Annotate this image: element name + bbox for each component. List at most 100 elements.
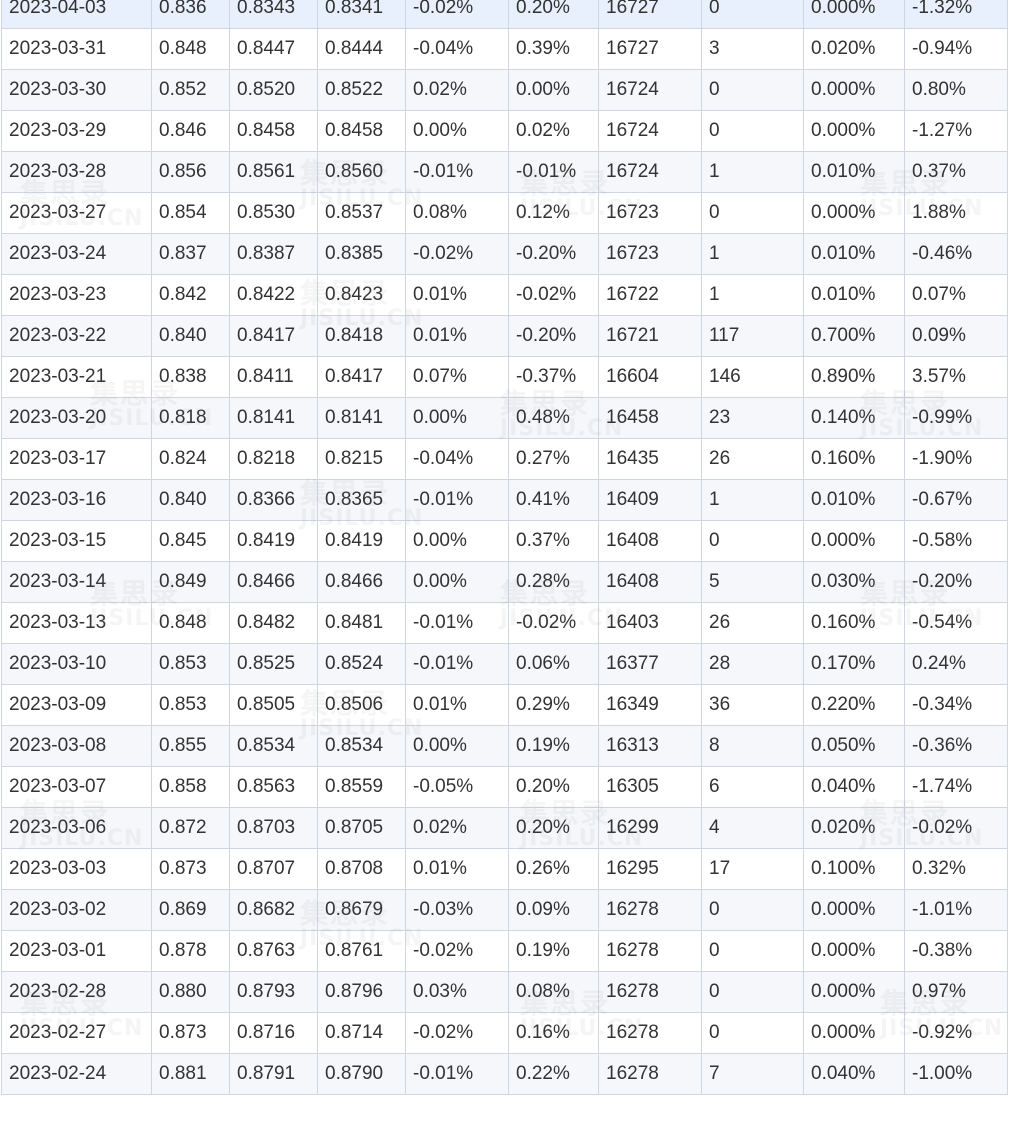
cell-index-change: -0.54%: [904, 602, 1008, 644]
table-row[interactable]: 2023-03-29 0.846 0.8458 0.8458 0.00% 0.02% 167…: [1, 110, 1008, 152]
cell-estimate: 0.8537: [317, 192, 406, 234]
cell-increase-rt: -0.20%: [508, 233, 599, 275]
cell-shares-change-pct: 0.000%: [803, 930, 905, 972]
cell-nav: 0.8417: [229, 315, 318, 357]
table-row[interactable]: 2023-02-27 0.873 0.8716 0.8714 -0.02% 0.16% 16…: [1, 1012, 1008, 1054]
cell-shares: 16278: [598, 930, 702, 972]
cell-estimate: 0.8679: [317, 889, 406, 931]
cell-premium: -0.01%: [405, 479, 509, 521]
cell-increase-rt: 0.06%: [508, 643, 599, 685]
cell-shares-change: 28: [701, 643, 804, 685]
cell-increase-rt: -0.01%: [508, 151, 599, 193]
cell-increase-rt: 0.20%: [508, 766, 599, 808]
cell-premium: -0.04%: [405, 438, 509, 480]
table-row[interactable]: 2023-03-30 0.852 0.8520 0.8522 0.02% 0.00% 167…: [1, 69, 1008, 111]
table-row[interactable]: 2023-02-24 0.881 0.8791 0.8790 -0.01% 0.22% 16…: [1, 1053, 1008, 1095]
table-row[interactable]: 2023-03-10 0.853 0.8525 0.8524 -0.01% 0.06% 16…: [1, 643, 1008, 685]
cell-estimate: 0.8559: [317, 766, 406, 808]
cell-shares-change-pct: 0.010%: [803, 274, 905, 316]
table-row[interactable]: 2023-04-03 0.836 0.8343 0.8341 -0.02% 0.20% 16…: [1, 0, 1008, 29]
cell-shares-change: 0: [701, 971, 804, 1013]
table-row[interactable]: 2023-03-21 0.838 0.8411 0.8417 0.07% -0.37% 16…: [1, 356, 1008, 398]
cell-nav: 0.8563: [229, 766, 318, 808]
table-row[interactable]: 2023-03-09 0.853 0.8505 0.8506 0.01% 0.29% 163…: [1, 684, 1008, 726]
cell-index-change: -1.32%: [904, 0, 1008, 29]
cell-estimate: 0.8708: [317, 848, 406, 890]
cell-nav: 0.8422: [229, 274, 318, 316]
cell-price: 0.840: [151, 479, 230, 521]
cell-premium: -0.03%: [405, 889, 509, 931]
cell-date: 2023-03-01: [1, 930, 152, 972]
cell-shares-change-pct: 0.050%: [803, 725, 905, 767]
cell-shares-change: 7: [701, 1053, 804, 1095]
cell-date: 2023-02-27: [1, 1012, 152, 1054]
cell-premium: -0.02%: [405, 0, 509, 29]
table-row[interactable]: 2023-03-22 0.840 0.8417 0.8418 0.01% -0.20% 16…: [1, 315, 1008, 357]
cell-premium: -0.02%: [405, 1012, 509, 1054]
cell-price: 0.852: [151, 69, 230, 111]
cell-shares-change: 117: [701, 315, 804, 357]
cell-shares-change: 0: [701, 110, 804, 152]
cell-nav: 0.8482: [229, 602, 318, 644]
table-row[interactable]: 2023-03-15 0.845 0.8419 0.8419 0.00% 0.37% 164…: [1, 520, 1008, 562]
table-row[interactable]: 2023-03-27 0.854 0.8530 0.8537 0.08% 0.12% 167…: [1, 192, 1008, 234]
cell-estimate: 0.8524: [317, 643, 406, 685]
cell-price: 0.838: [151, 356, 230, 398]
cell-estimate: 0.8714: [317, 1012, 406, 1054]
cell-nav: 0.8343: [229, 0, 318, 29]
cell-shares: 16723: [598, 233, 702, 275]
table-row[interactable]: 2023-03-28 0.856 0.8561 0.8560 -0.01% -0.01% 1…: [1, 151, 1008, 193]
table-row[interactable]: 2023-03-01 0.878 0.8763 0.8761 -0.02% 0.19% 16…: [1, 930, 1008, 972]
cell-index-change: -0.99%: [904, 397, 1008, 439]
cell-shares-change-pct: 0.000%: [803, 192, 905, 234]
cell-premium: 0.01%: [405, 315, 509, 357]
cell-increase-rt: 0.22%: [508, 1053, 599, 1095]
cell-increase-rt: 0.02%: [508, 110, 599, 152]
cell-shares-change-pct: 0.020%: [803, 807, 905, 849]
table-row[interactable]: 2023-02-28 0.880 0.8793 0.8796 0.03% 0.08% 162…: [1, 971, 1008, 1013]
cell-increase-rt: 0.08%: [508, 971, 599, 1013]
cell-price: 0.846: [151, 110, 230, 152]
cell-premium: 0.07%: [405, 356, 509, 398]
cell-date: 2023-04-03: [1, 0, 152, 29]
cell-premium: 0.08%: [405, 192, 509, 234]
cell-shares-change: 6: [701, 766, 804, 808]
cell-index-change: 1.88%: [904, 192, 1008, 234]
cell-shares-change-pct: 0.000%: [803, 0, 905, 29]
table-row[interactable]: 2023-03-08 0.855 0.8534 0.8534 0.00% 0.19% 163…: [1, 725, 1008, 767]
cell-nav: 0.8530: [229, 192, 318, 234]
table-row[interactable]: 2023-03-23 0.842 0.8422 0.8423 0.01% -0.02% 16…: [1, 274, 1008, 316]
cell-increase-rt: 0.39%: [508, 28, 599, 70]
table-row[interactable]: 2023-03-16 0.840 0.8366 0.8365 -0.01% 0.41% 16…: [1, 479, 1008, 521]
cell-index-change: -1.00%: [904, 1053, 1008, 1095]
cell-nav: 0.8411: [229, 356, 318, 398]
table-row[interactable]: 2023-03-06 0.872 0.8703 0.8705 0.02% 0.20% 162…: [1, 807, 1008, 849]
cell-shares: 16408: [598, 520, 702, 562]
table-row[interactable]: 2023-03-17 0.824 0.8218 0.8215 -0.04% 0.27% 16…: [1, 438, 1008, 480]
cell-premium: 0.00%: [405, 725, 509, 767]
cell-nav: 0.8707: [229, 848, 318, 890]
table-row[interactable]: 2023-03-31 0.848 0.8447 0.8444 -0.04% 0.39% 16…: [1, 28, 1008, 70]
cell-shares: 16299: [598, 807, 702, 849]
table-row[interactable]: 2023-03-02 0.869 0.8682 0.8679 -0.03% 0.09% 16…: [1, 889, 1008, 931]
cell-estimate: 0.8423: [317, 274, 406, 316]
fund-history-table-container: 2023-04-03 0.836 0.8343 0.8341 -0.02% 0.20% 16…: [1, 0, 1008, 1095]
cell-date: 2023-03-15: [1, 520, 152, 562]
table-row[interactable]: 2023-03-14 0.849 0.8466 0.8466 0.00% 0.28% 164…: [1, 561, 1008, 603]
table-row[interactable]: 2023-03-03 0.873 0.8707 0.8708 0.01% 0.26% 162…: [1, 848, 1008, 890]
cell-shares-change: 5: [701, 561, 804, 603]
cell-date: 2023-03-22: [1, 315, 152, 357]
cell-nav: 0.8763: [229, 930, 318, 972]
cell-index-change: -0.46%: [904, 233, 1008, 275]
cell-index-change: 0.24%: [904, 643, 1008, 685]
table-row[interactable]: 2023-03-20 0.818 0.8141 0.8141 0.00% 0.48% 164…: [1, 397, 1008, 439]
cell-nav: 0.8534: [229, 725, 318, 767]
cell-shares-change-pct: 0.030%: [803, 561, 905, 603]
cell-date: 2023-03-17: [1, 438, 152, 480]
cell-shares-change-pct: 0.000%: [803, 889, 905, 931]
cell-estimate: 0.8418: [317, 315, 406, 357]
table-row[interactable]: 2023-03-24 0.837 0.8387 0.8385 -0.02% -0.20% 1…: [1, 233, 1008, 275]
cell-shares-change-pct: 0.000%: [803, 1012, 905, 1054]
table-row[interactable]: 2023-03-07 0.858 0.8563 0.8559 -0.05% 0.20% 16…: [1, 766, 1008, 808]
table-row[interactable]: 2023-03-13 0.848 0.8482 0.8481 -0.01% -0.02% 1…: [1, 602, 1008, 644]
